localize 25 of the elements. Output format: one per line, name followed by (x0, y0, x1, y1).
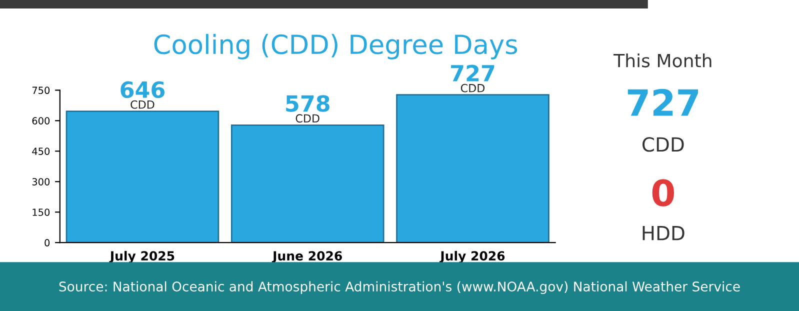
data-label: 646 (120, 81, 164, 98)
y-tick-label: 0 (44, 239, 50, 246)
text: HDD (642, 226, 684, 240)
text: 727 (628, 88, 698, 116)
bar (230, 124, 384, 243)
text: This Month (614, 53, 712, 68)
y-tick-label: 600 (32, 117, 50, 124)
y-tick-label: 150 (32, 208, 50, 216)
annotation: CDD (460, 84, 485, 92)
y-tick-label: 750 (32, 86, 50, 94)
text: CDD (642, 137, 684, 152)
y-tick-label: 450 (32, 148, 50, 155)
chart-title: Cooling (CDD) Degree Days (154, 34, 518, 60)
x-tick-label: July 2025 (109, 250, 174, 264)
x-tick-label: June 2026 (272, 251, 342, 263)
text: 0 (652, 179, 674, 206)
data-label: 727 (451, 64, 494, 82)
y-tick-label: 300 (32, 178, 50, 186)
annotation: CDD (130, 100, 154, 109)
x-tick-label: July 2026 (439, 250, 505, 264)
bar (396, 94, 550, 243)
data-label: 578 (286, 95, 330, 112)
annotation: CDD (296, 114, 320, 123)
source-note: Source: National Oceanic and Atmospheric Administration's (www.NOAA.gov) National Weather Service (59, 281, 740, 294)
bar (66, 110, 220, 243)
